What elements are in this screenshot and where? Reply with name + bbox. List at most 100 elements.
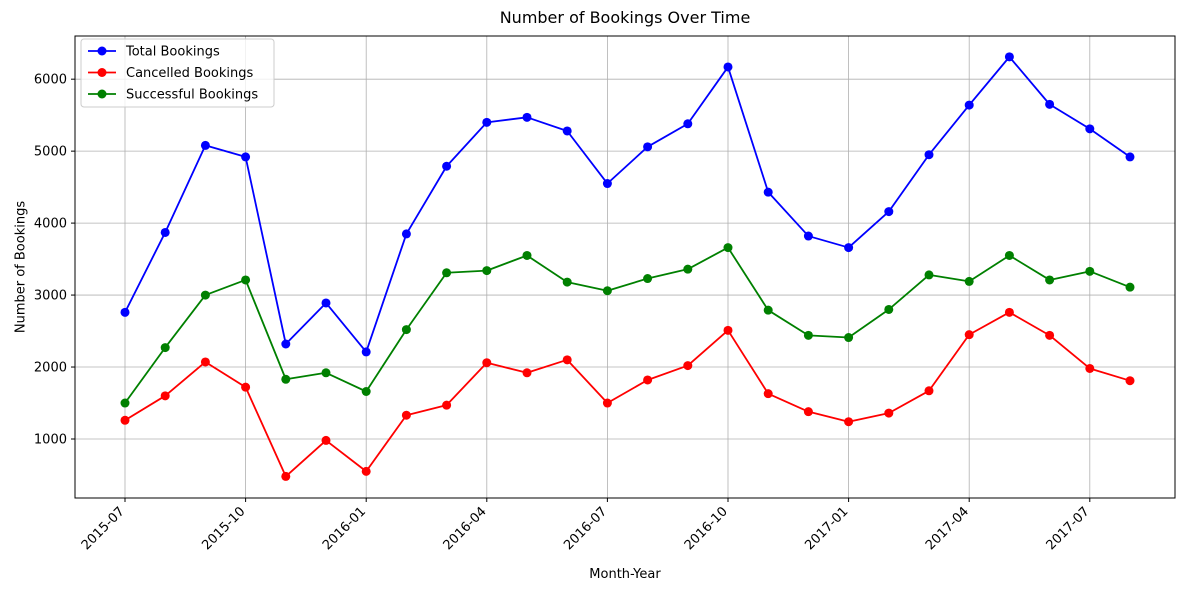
data-point (120, 307, 130, 317)
data-point (844, 333, 854, 343)
x-axis-title: Month-Year (589, 567, 661, 582)
data-point (442, 268, 452, 278)
data-point (442, 161, 452, 171)
data-point (281, 471, 291, 481)
data-point (200, 140, 210, 150)
data-point (1125, 376, 1135, 386)
data-point (602, 286, 612, 296)
data-point (964, 276, 974, 286)
data-point (482, 117, 492, 127)
y-tick-label: 6000 (34, 73, 67, 88)
data-point (924, 386, 934, 396)
legend-marker (97, 46, 107, 56)
data-point (964, 330, 974, 340)
data-point (1125, 282, 1135, 292)
legend-item: Successful Bookings (88, 88, 258, 103)
data-point (723, 325, 733, 335)
legend-box (80, 38, 275, 108)
legend-label: Total Bookings (125, 45, 220, 60)
data-point (1125, 152, 1135, 162)
series-line (124, 311, 1131, 478)
data-point (562, 277, 572, 287)
data-point (1045, 275, 1055, 285)
data-point (683, 119, 693, 129)
data-point (643, 142, 653, 152)
data-point (884, 207, 894, 217)
data-point (683, 361, 693, 371)
data-point (522, 368, 532, 378)
data-point (602, 398, 612, 408)
legend-marker (97, 68, 107, 77)
data-point (200, 357, 210, 367)
data-point (321, 368, 331, 378)
data-point (401, 325, 411, 335)
data-point (643, 375, 653, 385)
data-point (241, 152, 251, 162)
data-point (361, 466, 371, 476)
data-point (723, 243, 733, 253)
data-point (924, 270, 934, 280)
series-line (124, 246, 1131, 404)
data-point (1004, 307, 1014, 317)
y-tick-label: 2000 (34, 361, 67, 376)
data-point (401, 229, 411, 239)
data-point (803, 330, 813, 340)
data-point (924, 150, 934, 160)
data-point (442, 400, 452, 410)
data-point (1004, 250, 1014, 260)
series-line (124, 55, 1131, 353)
data-point (763, 305, 773, 315)
data-point (281, 339, 291, 349)
y-tick-label: 4000 (34, 217, 67, 232)
legend-label: Successful Bookings (126, 88, 258, 103)
data-point (120, 415, 130, 425)
y-tick-label: 3000 (34, 289, 67, 304)
data-point (401, 410, 411, 420)
series-layer (120, 52, 1135, 481)
data-point (1004, 52, 1014, 62)
data-point (361, 386, 371, 396)
data-point (321, 298, 331, 308)
data-point (844, 417, 854, 427)
data-point (844, 243, 854, 253)
data-point (763, 389, 773, 399)
data-point (643, 274, 653, 284)
data-point (1085, 266, 1095, 276)
data-point (160, 343, 170, 353)
legend-item: Cancelled Bookings (88, 66, 253, 81)
legend: Total Bookings Cancelled Bookings Successf… (80, 38, 275, 108)
series-cancelled-bookings (120, 307, 1135, 481)
data-point (160, 391, 170, 401)
data-point (522, 112, 532, 122)
data-point (1045, 99, 1055, 109)
series-total-bookings (120, 52, 1135, 357)
y-tick-label: 5000 (34, 145, 67, 160)
data-point (200, 290, 210, 300)
data-point (160, 227, 170, 237)
data-point (1045, 330, 1055, 340)
data-point (482, 266, 492, 276)
plot-frame (74, 35, 1176, 499)
data-point (723, 62, 733, 72)
legend-item: Total Bookings (88, 45, 220, 60)
data-point (522, 250, 532, 260)
data-point (1085, 363, 1095, 373)
data-point (482, 358, 492, 368)
data-point (241, 275, 251, 285)
data-point (602, 179, 612, 189)
data-point (683, 264, 693, 274)
y-axis-title: Number of Bookings (14, 201, 29, 333)
data-point (803, 407, 813, 417)
y-tick-label: 1000 (34, 432, 67, 447)
data-point (361, 347, 371, 357)
data-point (964, 100, 974, 110)
data-point (884, 408, 894, 418)
chart-title: Number of Bookings Over Time (500, 8, 751, 27)
data-point (562, 355, 572, 365)
data-point (803, 231, 813, 241)
legend-marker (97, 89, 107, 99)
data-point (241, 382, 251, 392)
data-point (1085, 124, 1095, 134)
